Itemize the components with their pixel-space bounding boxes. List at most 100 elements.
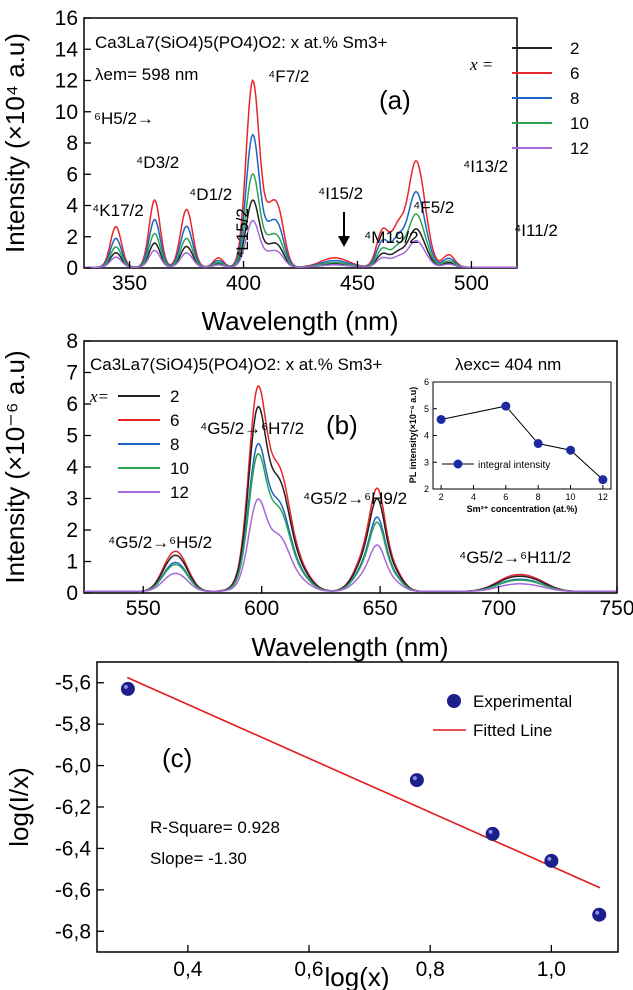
panel-c-y-tick-label: -6,0 xyxy=(55,755,91,778)
fitted-line xyxy=(126,676,601,889)
panel-c-slope: Slope= -1.30 xyxy=(150,849,247,868)
panel-b-formula: Ca3La7(SiO4)5(PO4)O2: x at.% Sm3+ xyxy=(90,355,383,374)
panel-a-y-tick-label: 16 xyxy=(55,7,78,30)
panel-c: 0,4 0,6 0,8 1,0 -5,6 -5,8 -6,0 -6,2 -6,4 -6,6 -6,… xyxy=(4,661,619,990)
panel-b-legend-label-8: 8 xyxy=(170,435,179,454)
panel-b-y-tick-label: 8 xyxy=(66,330,78,353)
panel-b-x-axis-label: Wavelength (nm) xyxy=(252,632,449,662)
panel-a-legend-label-12: 12 xyxy=(570,139,589,158)
panel-b-x-tick-label: 700 xyxy=(481,597,516,620)
panel-c-y-axis-label: log(I/x) xyxy=(4,767,34,846)
panel-a-y-ticks: 0 2 4 6 8 10 12 14 16 xyxy=(55,7,91,280)
inset-x-tick-label: 2 xyxy=(439,492,444,502)
panel-b-y-axis-label: Intensity (×10⁻⁶ a.u) xyxy=(0,350,30,583)
panel-a-x-tick-label: 350 xyxy=(112,272,147,295)
inset-x-tick-label: 6 xyxy=(503,492,508,502)
inset-plot-frame xyxy=(432,381,612,490)
panel-a: 350 400 450 500 0 2 4 6 8 10 12 14 16 Wavelength (n… xyxy=(0,7,589,336)
panel-c-y-tick-label: -6,2 xyxy=(55,796,91,819)
panel-c-y-tick-label: -6,4 xyxy=(55,837,92,860)
inset-y-axis-label: PL intensity(×10⁻⁶ a.u) xyxy=(408,387,418,484)
panel-b-lambda-exc: λexc= 404 nm xyxy=(455,355,561,374)
panel-b-y-tick-label: 1 xyxy=(66,551,78,574)
panel-a-annotation-d32: ⁴D3/2 xyxy=(136,153,179,172)
panel-c-x-tick-label: 0,8 xyxy=(416,958,445,981)
panel-a-annotation-i132: ⁴I13/2 xyxy=(463,157,508,176)
panel-b-legend-label-6: 6 xyxy=(170,411,179,430)
experimental-point xyxy=(409,773,424,788)
panel-c-legend-marker xyxy=(447,694,461,708)
panel-a-x-ticks: 350 400 450 500 xyxy=(112,261,489,295)
panel-c-x-tick-label: 0,6 xyxy=(294,958,323,981)
panel-c-label: (c) xyxy=(162,743,192,773)
inset-legend-label: integral intensity xyxy=(478,460,550,471)
inset-x-axis-label: Sm³⁺ concentration (at.%) xyxy=(467,504,578,514)
panel-a-series-12 xyxy=(84,219,517,268)
inset-y-tick-label: 2 xyxy=(424,484,429,494)
panel-a-formula: Ca3La7(SiO4)5(PO4)O2: x at.% Sm3+ xyxy=(95,33,388,52)
panel-b-legend-label-10: 10 xyxy=(170,459,189,478)
panel-c-y-tick-label: -5,6 xyxy=(55,672,91,695)
panel-a-y-tick-label: 14 xyxy=(55,38,79,61)
panel-a-x-axis-label: Wavelength (nm) xyxy=(202,306,399,336)
inset-x-tick-label: 8 xyxy=(536,492,541,502)
panel-b-inset: 2 4 6 8 10 12 2 3 4 5 6 PL intensity(×10⁻⁶ a.u) Sm… xyxy=(408,377,612,514)
panel-a-arrow-head xyxy=(338,236,350,247)
panel-c-legend-experimental: Experimental xyxy=(473,692,572,711)
panel-b-annotation-h52: ⁴G5/2→⁶H5/2 xyxy=(108,533,212,552)
panel-c-x-ticks: 0,4 0,6 0,8 1,0 xyxy=(173,945,566,981)
panel-b-legend: x= 2 6 8 10 12 xyxy=(89,387,189,502)
panel-a-x-tick-label: 500 xyxy=(454,272,489,295)
panel-b-y-tick-label: 5 xyxy=(66,425,78,448)
panel-b-y-ticks: 0 1 2 3 4 5 6 7 8 xyxy=(66,330,91,605)
panel-b-series-2 xyxy=(84,405,617,593)
panel-c-y-ticks: -5,6 -5,8 -6,0 -6,2 -6,4 -6,6 -6,8 xyxy=(55,672,104,943)
inset-y-tick-label: 5 xyxy=(424,404,429,414)
panel-a-annotation-i152: ⁴I15/2 xyxy=(318,184,363,203)
panel-b-y-tick-label: 6 xyxy=(66,393,78,416)
panel-b-legend-label-12: 12 xyxy=(170,483,189,502)
inset-y-tick-label: 3 xyxy=(424,457,429,467)
panel-a-annotation-h52: ⁶H5/2→ xyxy=(94,109,154,128)
panel-b-legend-title: x= xyxy=(89,387,109,406)
panel-b-annotation-h72: ⁴G5/2→⁶H7/2 xyxy=(200,419,304,438)
panel-c-y-tick-label: -6,6 xyxy=(55,879,91,902)
panel-b-y-tick-label: 2 xyxy=(66,519,78,542)
panel-b-y-tick-label: 7 xyxy=(66,362,78,385)
panel-b-curves xyxy=(84,385,617,593)
panel-a-x-tick-label: 400 xyxy=(226,272,261,295)
panel-a-x-tick-label: 450 xyxy=(340,272,375,295)
panel-a-annotation-i112: ⁴I11/2 xyxy=(514,221,558,240)
inset-ticks: 2 4 6 8 10 12 2 3 4 5 6 xyxy=(424,377,608,502)
panel-b-x-tick-label: 600 xyxy=(244,597,279,620)
panel-a-annotation-d12: ⁴D1/2 xyxy=(189,185,232,204)
inset-x-tick-label: 12 xyxy=(598,492,608,502)
panel-a-y-axis-label: Intensity (×10⁴ a.u) xyxy=(0,33,30,253)
panel-b-series-12 xyxy=(84,498,617,593)
panel-a-annotation-m192: ⁴M19/2 xyxy=(364,228,419,247)
panel-b-y-tick-label: 3 xyxy=(66,488,78,511)
experimental-point xyxy=(592,907,607,922)
inset-point xyxy=(436,414,446,424)
panel-a-curves xyxy=(84,78,517,268)
panel-b-y-tick-label: 0 xyxy=(66,582,78,605)
panel-b-x-tick-label: 650 xyxy=(363,597,398,620)
panel-a-y-tick-label: 8 xyxy=(66,132,78,155)
inset-y-tick-label: 4 xyxy=(424,431,429,441)
experimental-point-highlight xyxy=(595,910,600,915)
panel-a-y-tick-label: 0 xyxy=(66,257,78,280)
panel-b-annotation-h112: ⁴G5/2→⁶H11/2 xyxy=(459,548,571,567)
panel-a-y-tick-label: 12 xyxy=(55,70,78,93)
panel-a-annotation-l152: ⁴L15/2 xyxy=(233,208,252,258)
panel-a-annotation-k172: ⁴K17/2 xyxy=(92,201,144,220)
inset-point xyxy=(598,475,608,485)
experimental-point-highlight xyxy=(123,684,128,689)
panel-c-x-axis-label: log(x) xyxy=(324,962,389,990)
panel-c-series xyxy=(120,676,607,922)
inset-point xyxy=(533,439,543,449)
panel-b-x-ticks: 550 600 650 700 750 xyxy=(126,586,633,620)
inset-point xyxy=(501,401,511,411)
panel-a-legend-label-2: 2 xyxy=(570,39,579,58)
